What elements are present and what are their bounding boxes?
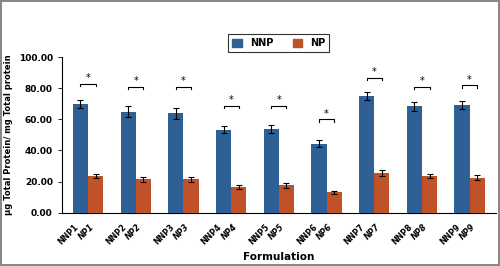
Bar	[264, 129, 279, 213]
Bar	[231, 187, 246, 213]
Text: *: *	[420, 76, 424, 86]
Legend: NNP, NP: NNP, NP	[228, 34, 330, 52]
Bar	[168, 113, 184, 213]
Bar	[88, 176, 104, 213]
Bar	[136, 179, 151, 213]
Bar	[279, 185, 294, 213]
Text: *: *	[324, 109, 329, 119]
X-axis label: Formulation: Formulation	[243, 252, 314, 262]
Bar	[216, 130, 231, 213]
Bar	[406, 106, 422, 213]
Text: *: *	[181, 76, 186, 86]
Text: *: *	[134, 76, 138, 86]
Y-axis label: μg Total Protein/ mg Total protein: μg Total Protein/ mg Total protein	[4, 55, 13, 215]
Bar	[422, 176, 437, 213]
Bar	[312, 144, 326, 213]
Text: *: *	[276, 95, 281, 105]
Bar	[454, 105, 469, 213]
Bar	[326, 192, 342, 213]
Bar	[374, 173, 390, 213]
Bar	[73, 104, 88, 213]
Text: *: *	[372, 67, 376, 77]
Bar	[120, 112, 136, 213]
Bar	[470, 178, 485, 213]
Text: *: *	[86, 73, 90, 83]
Text: *: *	[229, 95, 234, 105]
Text: *: *	[467, 75, 472, 85]
Bar	[184, 179, 198, 213]
Bar	[359, 96, 374, 213]
